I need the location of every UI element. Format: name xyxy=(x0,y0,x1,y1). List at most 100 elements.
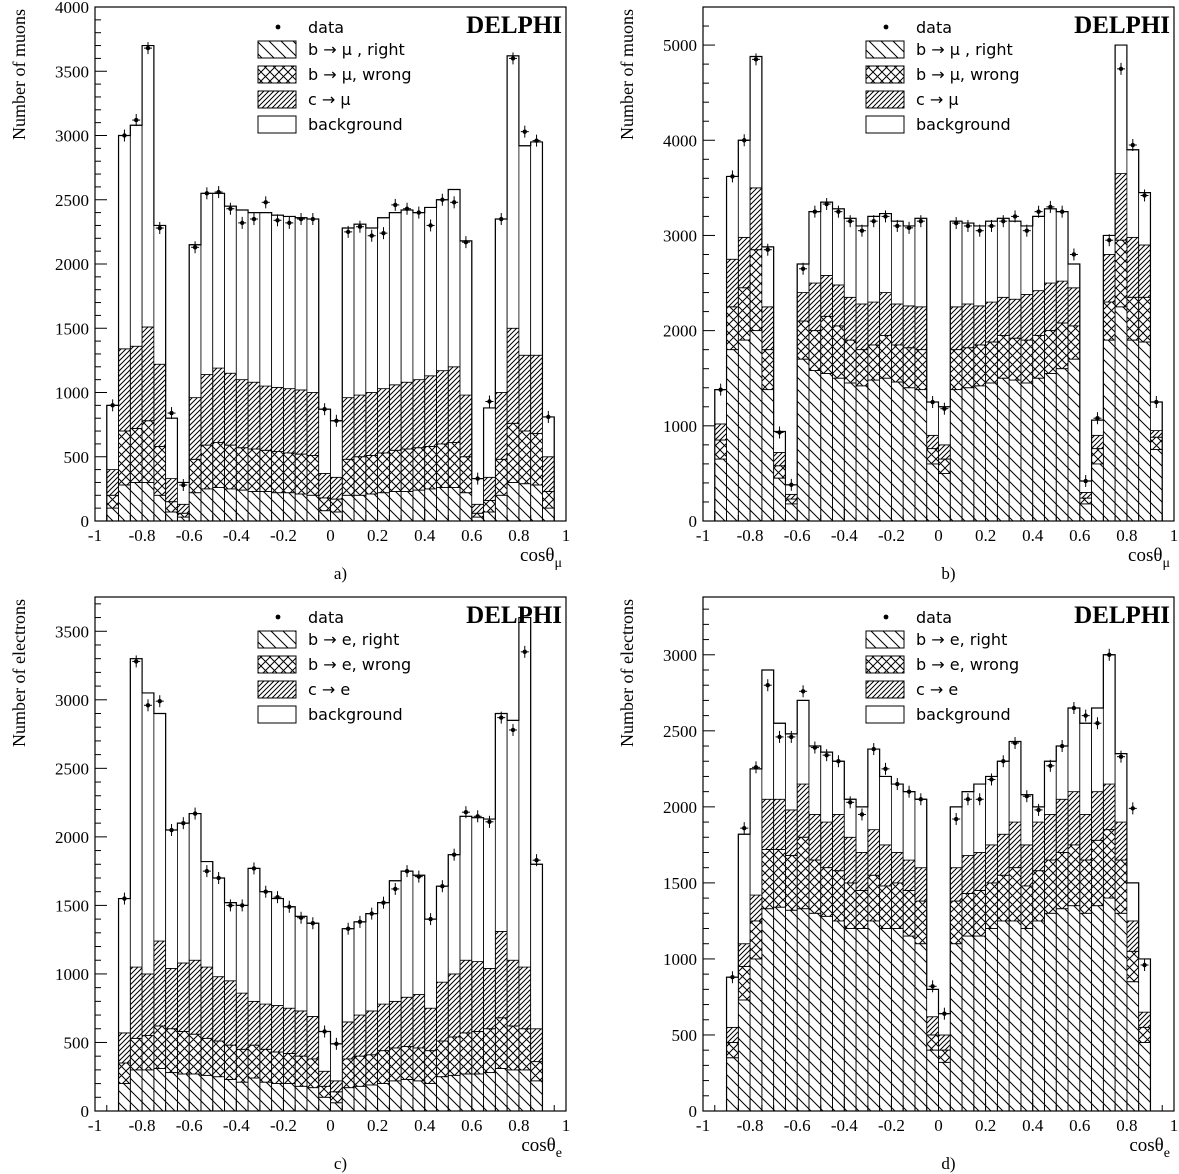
bar-c xyxy=(867,829,881,876)
data-point xyxy=(1081,475,1090,488)
bar-background xyxy=(447,854,461,975)
histogram-bin xyxy=(365,913,379,1112)
bar-b-wrong xyxy=(365,455,379,495)
bar-b-right xyxy=(902,387,916,522)
bar-b-right xyxy=(447,487,461,522)
data-marker xyxy=(1095,721,1100,726)
data-marker xyxy=(883,766,888,772)
data-marker xyxy=(334,1041,339,1047)
data-point xyxy=(1105,234,1114,247)
data-point xyxy=(426,219,435,232)
data-point xyxy=(191,807,200,820)
data-point xyxy=(881,762,890,775)
legend-b-wrong: b → e, wrong xyxy=(308,655,411,674)
bar-b-wrong xyxy=(530,433,543,486)
bar-b-wrong xyxy=(271,1051,284,1084)
bar-b-wrong xyxy=(855,349,869,387)
bar-background xyxy=(996,217,1010,298)
data-marker xyxy=(510,727,516,733)
data-marker xyxy=(918,797,924,802)
bar-b-right xyxy=(938,473,951,522)
bar-b-right xyxy=(494,494,508,522)
y-tick-label: 1000 xyxy=(663,417,697,436)
bar-background xyxy=(106,404,119,471)
bar-c xyxy=(1055,798,1069,853)
y-tick-label: 2000 xyxy=(663,322,697,341)
histogram-bin xyxy=(212,877,225,1112)
data-point xyxy=(822,198,831,211)
data-marker xyxy=(871,746,876,752)
histogram-bin xyxy=(247,212,261,522)
bar-b-wrong xyxy=(518,430,532,485)
histogram-bin xyxy=(353,223,367,522)
histogram-bin xyxy=(447,189,461,522)
bar-b-wrong xyxy=(1091,448,1104,465)
bar-background xyxy=(737,139,751,238)
bar-b-wrong xyxy=(412,447,426,491)
bar-background xyxy=(424,207,437,377)
bar-b-wrong xyxy=(961,893,975,937)
bar-background xyxy=(737,833,751,945)
histogram-bin xyxy=(985,776,998,1112)
data-marker xyxy=(1001,218,1006,224)
data-point xyxy=(916,215,925,228)
panel-label: c) xyxy=(334,1154,347,1173)
y-tick-label: 2500 xyxy=(55,759,89,778)
data-point xyxy=(473,810,482,823)
histogram-bin xyxy=(165,417,178,522)
bar-b-wrong xyxy=(530,1061,543,1082)
data-marker xyxy=(730,974,735,980)
x-tick-label: 0.8 xyxy=(508,1116,529,1135)
bar-c xyxy=(424,375,437,447)
histogram-bin xyxy=(318,408,331,522)
data-marker xyxy=(451,852,457,857)
histogram-bin xyxy=(961,791,975,1112)
data-marker xyxy=(1142,193,1147,198)
bar-b-wrong xyxy=(424,1050,437,1084)
bar-b-wrong xyxy=(153,1025,167,1069)
bar-b-wrong xyxy=(1055,852,1069,910)
legend-background: background xyxy=(916,115,1011,134)
x-axis-title-base: cosθ xyxy=(1129,1135,1163,1156)
bar-b-right xyxy=(749,958,763,1112)
panel-label: b) xyxy=(941,564,955,583)
bar-c xyxy=(773,452,786,467)
data-marker xyxy=(1059,209,1065,214)
data-marker xyxy=(718,387,723,392)
bar-b-right xyxy=(377,1083,390,1112)
data-point xyxy=(308,917,317,930)
x-tick-label: -0.2 xyxy=(878,1116,905,1135)
bar-b-right xyxy=(867,920,881,1112)
data-marker xyxy=(216,189,221,195)
histogram-bin xyxy=(891,220,904,522)
data-marker xyxy=(204,191,210,196)
bar-b-right xyxy=(141,1069,155,1112)
bar-c xyxy=(1150,430,1163,438)
histogram-bin xyxy=(518,145,532,522)
bar-c xyxy=(773,798,786,850)
data-point xyxy=(740,822,749,835)
bar-background xyxy=(388,212,402,386)
bar-b-right xyxy=(271,1083,284,1112)
histogram-bin xyxy=(737,833,751,1112)
bar-b-wrong xyxy=(785,498,798,505)
data-marker xyxy=(1071,252,1077,257)
bar-c xyxy=(259,385,273,451)
x-tick-label: 0.4 xyxy=(1022,1116,1044,1135)
legend-background: background xyxy=(308,115,403,134)
bar-b-wrong xyxy=(129,428,143,483)
bar-b-wrong xyxy=(1008,867,1022,922)
y-tick-label: 2500 xyxy=(55,191,89,210)
data-marker xyxy=(357,919,363,925)
bar-c xyxy=(330,1080,343,1093)
histogram-bin xyxy=(224,205,237,522)
legend-swatch-b-right xyxy=(865,40,905,59)
bar-b-right xyxy=(902,935,916,1112)
bar-background xyxy=(247,867,261,1002)
histogram-bin xyxy=(773,722,786,1112)
bar-background xyxy=(294,915,308,1012)
x-tick-label: -1 xyxy=(88,526,102,545)
bar-c xyxy=(518,354,532,432)
bar-c xyxy=(926,1016,939,1036)
histogram-bin xyxy=(153,225,167,522)
